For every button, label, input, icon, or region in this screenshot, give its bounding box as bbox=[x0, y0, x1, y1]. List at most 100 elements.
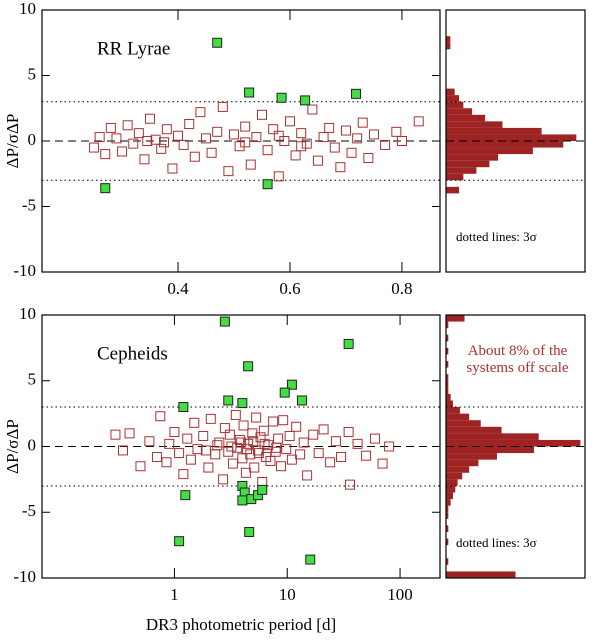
data-point bbox=[413, 116, 424, 127]
data-point bbox=[249, 462, 260, 473]
data-point bbox=[155, 411, 166, 422]
data-point bbox=[237, 398, 248, 409]
data-point bbox=[230, 409, 241, 420]
data-point bbox=[164, 438, 175, 449]
annotation-bg bbox=[454, 228, 579, 246]
data-point bbox=[286, 454, 297, 465]
plot-frame bbox=[445, 9, 586, 273]
data-point bbox=[117, 445, 128, 456]
histogram-bar bbox=[446, 505, 449, 513]
data-point bbox=[214, 437, 225, 448]
data-point bbox=[189, 151, 200, 162]
data-point bbox=[117, 146, 128, 157]
data-point bbox=[262, 145, 273, 156]
y-tick-label: 5 bbox=[28, 370, 37, 389]
data-point bbox=[391, 126, 402, 137]
data-point bbox=[296, 141, 307, 152]
data-point bbox=[352, 438, 363, 449]
data-point bbox=[182, 433, 193, 444]
data-point bbox=[256, 109, 267, 120]
x-tick-label: 0.6 bbox=[279, 279, 300, 298]
data-point bbox=[318, 132, 329, 143]
data-point bbox=[124, 428, 135, 439]
data-point bbox=[363, 153, 374, 164]
data-point bbox=[151, 452, 162, 463]
data-point bbox=[226, 441, 237, 452]
histogram-bar bbox=[446, 426, 502, 434]
data-point bbox=[265, 455, 276, 466]
y-tick-label: 10 bbox=[19, 304, 36, 323]
histogram-bar bbox=[446, 127, 542, 135]
y-tick-label: -10 bbox=[13, 567, 36, 586]
histogram-bar bbox=[446, 512, 449, 519]
data-point bbox=[253, 448, 264, 459]
data-point bbox=[245, 159, 256, 170]
data-point bbox=[295, 449, 306, 460]
histogram-bar bbox=[446, 101, 464, 109]
data-point bbox=[243, 438, 254, 449]
data-point bbox=[352, 133, 363, 144]
data-point bbox=[178, 402, 189, 413]
y-tick-label: 0 bbox=[28, 130, 37, 149]
data-point bbox=[232, 442, 243, 453]
histogram-bar bbox=[446, 466, 470, 473]
data-point bbox=[281, 444, 292, 455]
histogram-bar bbox=[446, 88, 455, 96]
data-point bbox=[195, 107, 206, 118]
histogram-bar bbox=[446, 459, 479, 467]
note: About 8% of the systems off scale bbox=[466, 343, 569, 376]
data-point bbox=[278, 415, 289, 426]
data-point bbox=[174, 448, 185, 459]
data-point bbox=[161, 124, 172, 135]
data-point bbox=[218, 474, 229, 485]
data-point bbox=[122, 120, 133, 131]
data-point bbox=[212, 126, 223, 137]
data-point bbox=[173, 130, 184, 141]
data-point bbox=[251, 132, 262, 143]
data-point bbox=[180, 490, 191, 501]
x-tick-label: 0.4 bbox=[167, 279, 189, 298]
data-point bbox=[313, 448, 324, 459]
data-point bbox=[212, 440, 223, 451]
data-point bbox=[223, 166, 234, 177]
data-point bbox=[312, 155, 323, 166]
data-point bbox=[145, 113, 156, 124]
data-point bbox=[324, 122, 335, 133]
data-point bbox=[336, 452, 347, 463]
data-point bbox=[240, 121, 251, 132]
annotation-bg bbox=[454, 534, 579, 552]
data-point bbox=[227, 458, 238, 469]
data-point bbox=[178, 469, 189, 480]
data-point bbox=[384, 441, 395, 452]
data-point bbox=[217, 101, 228, 112]
data-point bbox=[298, 437, 309, 448]
data-point bbox=[89, 142, 100, 153]
histogram-bar bbox=[446, 167, 477, 174]
histogram-bar bbox=[446, 95, 460, 102]
histogram-bar bbox=[446, 499, 451, 506]
data-point bbox=[110, 429, 121, 440]
x-tick-label: 100 bbox=[387, 585, 413, 604]
histogram-bar bbox=[446, 347, 449, 355]
data-point bbox=[240, 137, 251, 148]
data-point bbox=[178, 139, 189, 150]
data-point bbox=[286, 379, 297, 390]
histogram-bar bbox=[446, 420, 481, 427]
data-point bbox=[340, 125, 351, 136]
data-point bbox=[257, 484, 268, 495]
data-point bbox=[156, 143, 167, 154]
data-point bbox=[229, 129, 240, 140]
y-tick-label: -5 bbox=[22, 195, 36, 214]
histogram-bar bbox=[446, 380, 449, 388]
data-point bbox=[370, 433, 381, 444]
data-point bbox=[308, 429, 319, 440]
data-point bbox=[346, 147, 357, 158]
data-point bbox=[335, 162, 346, 173]
data-point bbox=[273, 433, 284, 444]
data-point bbox=[296, 395, 307, 406]
histogram-bar bbox=[446, 321, 449, 329]
data-point bbox=[343, 427, 354, 438]
histogram-bar bbox=[446, 42, 451, 50]
histogram-bar bbox=[446, 472, 463, 480]
data-point bbox=[377, 458, 388, 469]
